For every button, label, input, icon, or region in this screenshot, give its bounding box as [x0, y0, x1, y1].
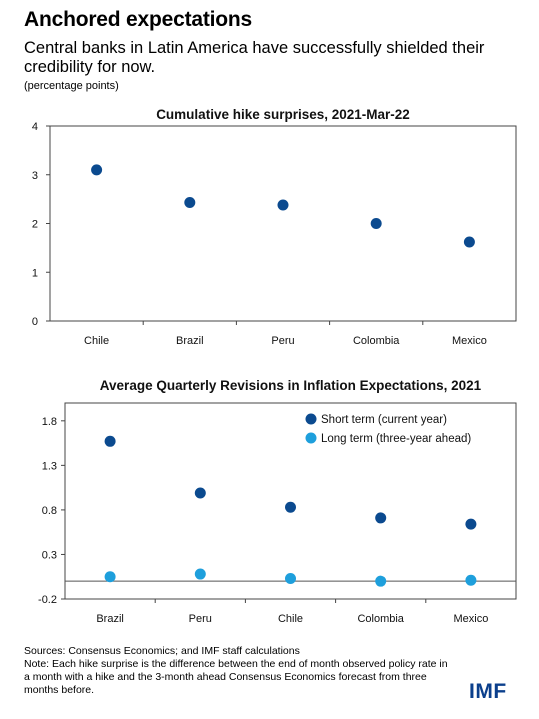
x-tick-label: Peru	[271, 335, 294, 347]
y-tick-label: 2	[32, 219, 38, 231]
x-tick-label: Mexico	[453, 613, 488, 625]
y-tick-label: 0	[32, 316, 38, 328]
sources-note: Sources: Consensus Economics; and IMF st…	[24, 645, 300, 657]
y-tick-label: 3	[32, 170, 38, 182]
x-tick-label: Mexico	[452, 335, 487, 347]
y-tick-label: 0.8	[42, 505, 57, 517]
data-point	[104, 571, 116, 583]
data-point	[184, 197, 196, 209]
page-subtitle: Central banks in Latin America have succ…	[24, 39, 485, 76]
inflation-revisions-chart: Average Quarterly Revisions in Inflation…	[38, 378, 517, 625]
plot-frame	[49, 125, 517, 322]
hike-surprises-chart: Cumulative hike surprises, 2021-Mar-22 0 1…	[32, 107, 517, 347]
data-point	[375, 512, 387, 524]
y-tick-label: 1.8	[42, 416, 57, 428]
page-title: Anchored expectations	[24, 8, 253, 31]
chart-title: Average Quarterly Revisions in Inflation…	[100, 378, 482, 393]
data-point	[194, 568, 206, 580]
data-point	[465, 574, 477, 586]
data-point	[465, 518, 477, 530]
footer-notes: Sources: Consensus Economics; and IMF st…	[24, 645, 454, 697]
data-point	[375, 575, 387, 587]
y-tick-label: -0.2	[38, 594, 57, 606]
y-tick-label: 0.3	[42, 549, 57, 561]
data-point	[91, 164, 103, 176]
legend-label: Short term (current year)	[321, 414, 447, 426]
x-tick-label: Chile	[278, 613, 303, 625]
methodology-note: Note: Each hike surprise is the differen…	[24, 658, 448, 696]
y-tick-label: 1	[32, 267, 38, 279]
x-tick-label: Peru	[189, 613, 212, 625]
x-tick-label: Colombia	[357, 613, 404, 625]
data-point	[370, 218, 382, 229]
y-tick-label: 1.3	[42, 460, 57, 472]
legend-marker	[305, 413, 317, 425]
data-point	[285, 573, 296, 585]
x-tick-label: Colombia	[353, 335, 400, 347]
data-point	[463, 236, 475, 248]
legend-label: Long term (three-year ahead)	[321, 433, 471, 445]
data-point	[104, 435, 116, 447]
x-tick-label: Brazil	[96, 613, 124, 625]
x-tick-label: Chile	[84, 335, 109, 347]
data-point	[194, 487, 206, 499]
data-point	[277, 199, 289, 211]
y-tick-label: 4	[32, 121, 38, 133]
units-label: (percentage points)	[24, 80, 119, 92]
x-tick-label: Brazil	[176, 335, 204, 347]
chart-title: Cumulative hike surprises, 2021-Mar-22	[156, 107, 410, 122]
plot-frame	[64, 402, 517, 600]
imf-logo: IMF	[469, 680, 507, 703]
legend-marker	[305, 432, 317, 444]
data-point	[285, 501, 296, 513]
